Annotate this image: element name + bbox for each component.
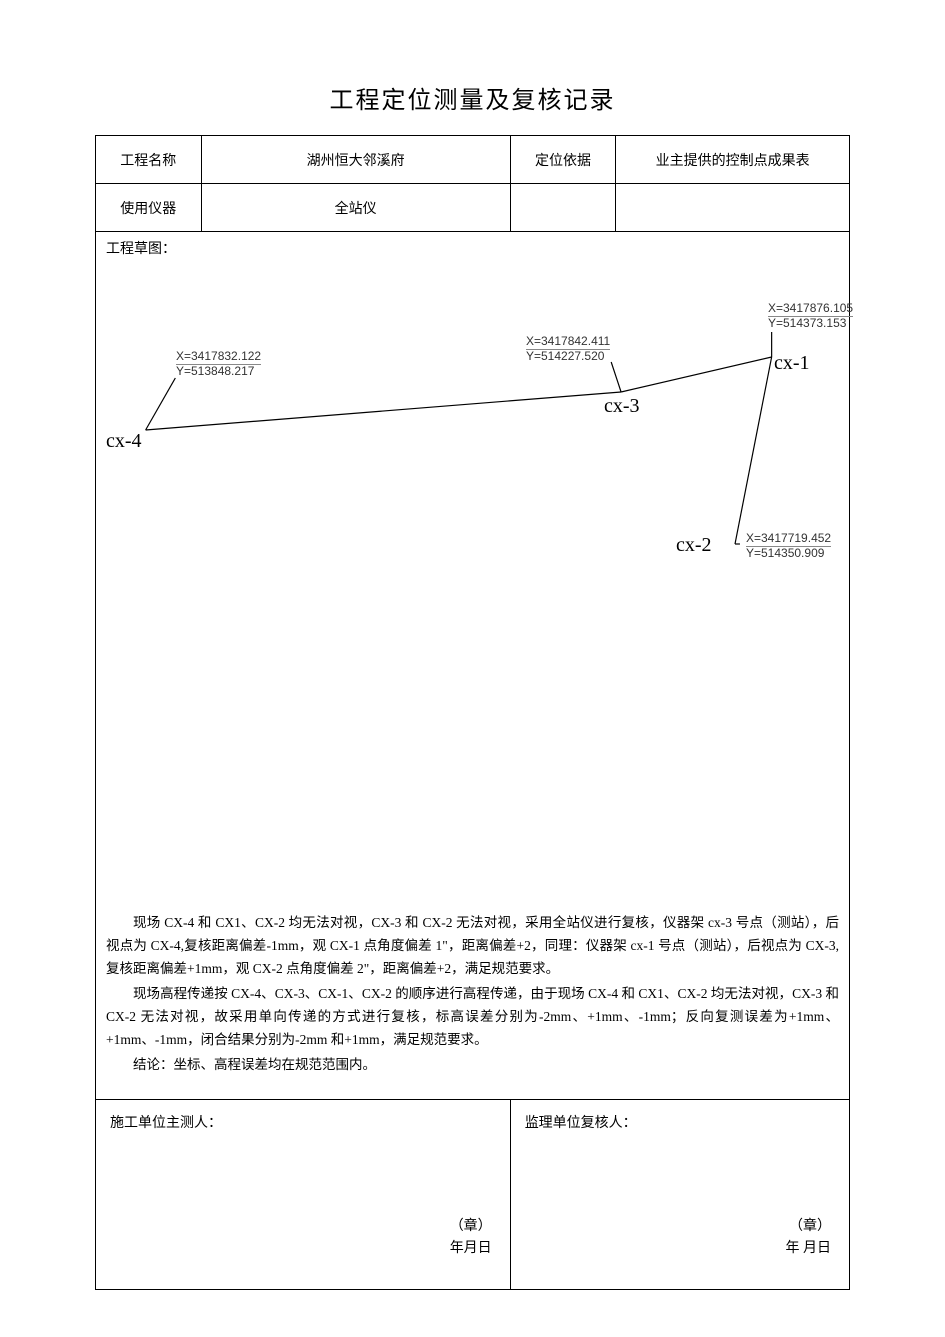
cx3-y: Y=514227.520 [526,349,604,363]
sign-right-label: 监理单位复核人： [525,1112,835,1132]
hdr-instrument-value: 全站仪 [201,184,510,232]
hdr-basis-value: 业主提供的控制点成果表 [616,136,850,184]
cx4-y: Y=513848.217 [176,364,254,378]
stamp-left-text: （章） [450,1216,492,1238]
cx3-x: X=3417842.411 [526,335,610,350]
stamp-left: （章） 年月日 [450,1216,492,1261]
cx4-x: X=3417832.122 [176,350,261,365]
point-label-cx4: cx-4 [106,430,142,453]
date-right: 年 月日 [786,1238,832,1260]
hdr-empty-1 [510,184,616,232]
sign-right-cell: 监理单位复核人： （章） 年 月日 [510,1099,849,1289]
body-text: 现场 CX-4 和 CX1、CX-2 均无法对视，CX-3 和 CX-2 无法对… [106,912,839,1077]
paragraph-1: 现场 CX-4 和 CX1、CX-2 均无法对视，CX-3 和 CX-2 无法对… [106,912,839,981]
hdr-empty-2 [616,184,850,232]
diagram-label: 工程草图： [106,238,839,258]
coord-cx4: X=3417832.122 Y=513848.217 [176,350,261,378]
signature-row: 施工单位主测人： （章） 年月日 监理单位复核人： （章） 年 月日 [96,1099,850,1289]
header-row-1: 工程名称 湖州恒大邻溪府 定位依据 业主提供的控制点成果表 [96,136,850,184]
cx2-x: X=3417719.452 [746,532,831,547]
hdr-instrument-label: 使用仪器 [96,184,202,232]
point-label-cx1: cx-1 [774,352,810,375]
diagram-cell: 工程草图： X=3417832.122 Y=513848.217 cx-4 X=… [96,232,850,1100]
hdr-basis-label: 定位依据 [510,136,616,184]
stamp-right-text: （章） [786,1216,832,1238]
cx2-y: Y=514350.909 [746,546,824,560]
cx1-x: X=3417876.105 [768,302,853,317]
point-label-cx3: cx-3 [604,395,640,418]
header-row-2: 使用仪器 全站仪 [96,184,850,232]
coord-cx3: X=3417842.411 Y=514227.520 [526,335,610,363]
record-table: 工程名称 湖州恒大邻溪府 定位依据 业主提供的控制点成果表 使用仪器 全站仪 工… [95,135,850,1290]
page-title: 工程定位测量及复核记录 [95,80,850,115]
sign-left-label: 施工单位主测人： [110,1112,496,1132]
diagram-svg [106,262,839,582]
point-label-cx2: cx-2 [676,534,712,557]
hdr-project-name-value: 湖州恒大邻溪府 [201,136,510,184]
date-left: 年月日 [450,1238,492,1260]
cx1-y: Y=514373.153 [768,316,846,330]
paragraph-3: 结论：坐标、高程误差均在规范范围内。 [106,1054,839,1077]
coord-cx2: X=3417719.452 Y=514350.909 [746,532,831,560]
coord-cx1: X=3417876.105 Y=514373.153 [768,302,853,330]
hdr-project-name-label: 工程名称 [96,136,202,184]
survey-diagram: X=3417832.122 Y=513848.217 cx-4 X=341784… [106,262,839,582]
paragraph-2: 现场高程传递按 CX-4、CX-3、CX-1、CX-2 的顺序进行高程传递，由于… [106,983,839,1052]
sign-left-cell: 施工单位主测人： （章） 年月日 [96,1099,511,1289]
stamp-right: （章） 年 月日 [786,1216,832,1261]
